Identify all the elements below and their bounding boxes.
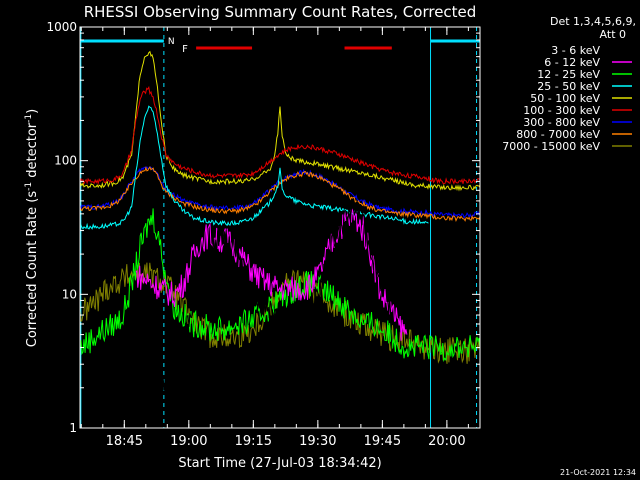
legend-label-2: 12 - 25 keV	[537, 68, 600, 81]
legend-header-line1: Det 1,3,4,5,6,9,	[550, 15, 636, 28]
legend-label-5: 100 - 300 keV	[523, 104, 600, 117]
y-tick-label-3: 1000	[46, 20, 77, 34]
legend-header-line2: Att 0	[600, 28, 626, 41]
footer-date: 21-Oct-2021 12:34	[560, 468, 636, 477]
series-line-5	[79, 85, 481, 186]
x-axis-label: Start Time (27-Jul-03 18:34:42)	[178, 456, 381, 471]
x-tick-label-0: 18:45	[106, 434, 143, 449]
x-tick-label-4: 19:45	[364, 434, 401, 449]
legend-label-6: 300 - 800 keV	[523, 116, 600, 129]
legend-label-8: 7000 - 15000 keV	[502, 140, 600, 153]
chart-title: RHESSI Observing Summary Count Rates, Co…	[84, 3, 477, 21]
y-axis-label: Corrected Count Rate (s-1 detector-1)	[24, 109, 40, 347]
axes: 1 10 100 1000 18:45 19:00 19:15 19:30 19:45 20:00	[46, 20, 480, 449]
legend-label-1: 6 - 12 keV	[544, 56, 600, 69]
series-line-4	[79, 50, 481, 192]
series-line-1	[135, 208, 408, 341]
x-tick-label-2: 19:15	[235, 434, 272, 449]
legend-label-3: 25 - 50 keV	[537, 80, 600, 93]
x-tick-label-3: 19:30	[299, 434, 336, 449]
plot-area: NF	[79, 27, 481, 428]
night-marker-label: N	[168, 37, 175, 47]
x-tick-label-1: 19:00	[170, 434, 207, 449]
series-line-3	[79, 105, 429, 230]
legend-label-4: 50 - 100 keV	[530, 92, 600, 105]
legend-label-7: 800 - 7000 keV	[516, 128, 600, 141]
series-line-0	[135, 199, 395, 401]
series-line-7	[79, 166, 481, 223]
legend-label-0: 3 - 6 keV	[551, 44, 600, 57]
series-line-2	[79, 208, 481, 363]
y-tick-label-0: 1	[69, 421, 77, 435]
y-tick-label-1: 10	[62, 287, 77, 301]
plot-frame	[79, 26, 481, 429]
flare-marker-label: F	[182, 44, 188, 55]
y-tick-label-2: 100	[54, 154, 77, 168]
x-tick-label-5: 20:00	[428, 434, 465, 449]
